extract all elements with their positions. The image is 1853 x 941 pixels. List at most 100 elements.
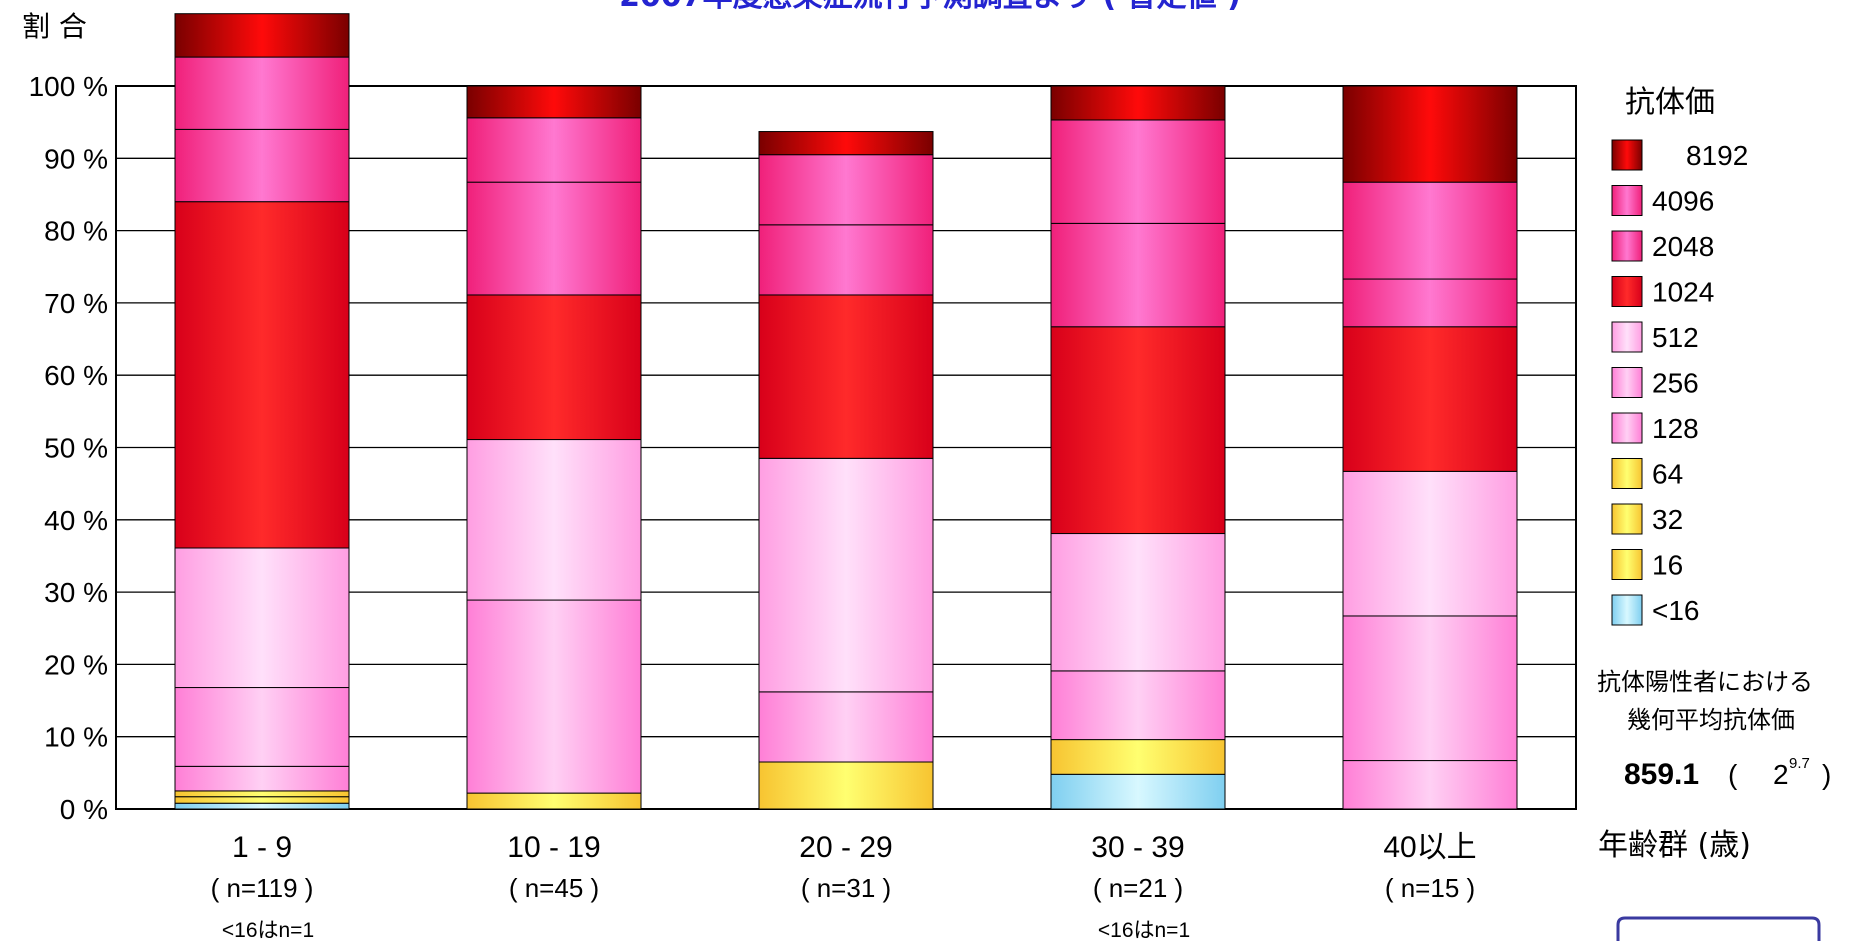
y-tick-label: 100 %	[29, 71, 108, 102]
bar-segment	[1050, 85, 1226, 121]
legend-swatch	[1611, 594, 1643, 626]
legend-swatch	[1611, 139, 1643, 171]
sample-size-label: ( n=119 )	[211, 873, 314, 903]
x-tick-label: 40以上	[1383, 831, 1476, 864]
bar-segment	[758, 294, 934, 459]
bar-segment	[174, 765, 350, 792]
x-tick-label: 1 - 9	[232, 831, 292, 864]
bar-segment	[758, 691, 934, 763]
bar-segment	[758, 761, 934, 810]
bar-segment	[1050, 119, 1226, 224]
bar-segment	[466, 117, 642, 183]
bar-segment	[174, 547, 350, 689]
legend-swatch	[1611, 276, 1643, 307]
corner-box	[1616, 916, 1821, 941]
bar-segment	[758, 154, 934, 226]
y-tick-labels: 0 % 10 % 20 % 30 % 40 % 50 % 60 % 70 % 80 % 90 % 1…	[29, 71, 108, 825]
legend-label: 32	[1652, 504, 1683, 535]
legend-label: 2048	[1652, 231, 1714, 262]
bar-segment	[1342, 85, 1518, 183]
sample-size-label: ( n=15 )	[1385, 873, 1475, 903]
legend-label: 256	[1652, 368, 1699, 399]
bar-segment	[466, 181, 642, 296]
legend-swatch	[1611, 321, 1643, 353]
legend-label: 1024	[1652, 277, 1714, 308]
y-axis-label: 割 合	[22, 10, 87, 43]
bar-segment	[1342, 181, 1518, 280]
bar-segment	[758, 224, 934, 296]
bar-segment	[174, 13, 350, 58]
bar-segment	[1342, 470, 1518, 617]
legend-label: 4096	[1652, 186, 1714, 217]
bar-segment	[1342, 760, 1518, 810]
bar-segment	[1050, 739, 1226, 775]
legend-label: 16	[1652, 550, 1683, 581]
y-tick-label: 90 %	[44, 143, 108, 174]
x-tick-label: 30 - 39	[1091, 831, 1184, 864]
x-tick-label: 20 - 29	[799, 831, 892, 864]
legend-swatch	[1611, 458, 1643, 489]
x-tick-labels: 1 - 9 ( n=119 ) <16はn=1 10 - 19 ( n=45 ) 20 -…	[211, 831, 1477, 941]
y-tick-label: 0 %	[60, 794, 108, 825]
y-tick-label: 80 %	[44, 216, 108, 247]
chart-title: 2007年度感染症流行予測調査より ( 暫定値 )	[619, 0, 1241, 14]
stat-exponent: 9.7	[1789, 755, 1810, 772]
legend-swatch	[1611, 412, 1643, 444]
bar-segment	[466, 439, 642, 601]
x-tick-label: 10 - 19	[507, 831, 600, 864]
bar-segment	[174, 56, 350, 130]
legend-label: <16	[1652, 595, 1700, 626]
stat-label-line1: 抗体陽性者における	[1597, 668, 1813, 696]
legend-swatch	[1611, 367, 1643, 398]
legend-swatch	[1611, 549, 1643, 580]
legend-title: 抗体価	[1625, 85, 1715, 120]
legend-label: 8192	[1686, 140, 1748, 171]
y-tick-label: 10 %	[44, 722, 108, 753]
stat-label-line2: 幾何平均抗体価	[1627, 706, 1795, 734]
stat-base: 2	[1773, 759, 1789, 790]
legend-swatch	[1611, 185, 1643, 216]
y-tick-label: 40 %	[44, 505, 108, 536]
bar-segment	[1050, 773, 1226, 810]
bar-segment	[174, 128, 350, 203]
bar-segment	[174, 687, 350, 767]
bar-segment	[466, 85, 642, 119]
x-axis-label: 年齢群 (歳)	[1598, 828, 1751, 863]
bar-segment	[466, 792, 642, 810]
legend-label: 64	[1652, 459, 1683, 490]
y-tick-label: 50 %	[44, 433, 108, 464]
y-tick-label: 70 %	[44, 288, 108, 319]
bar-segment	[174, 796, 350, 804]
bar-segment	[1342, 278, 1518, 328]
legend: 8192 4096 2048 1024 512 256 128 64 32 16 <16	[1611, 139, 1748, 626]
legend-label: 512	[1652, 322, 1699, 353]
stat-paren-open: (	[1728, 759, 1738, 790]
legend-swatch	[1611, 230, 1643, 262]
sample-size-label: ( n=21 )	[1093, 873, 1183, 903]
bar-segment	[174, 802, 350, 810]
bar-segment	[1050, 326, 1226, 535]
bar-segment	[174, 201, 350, 549]
bar-segment	[1342, 326, 1518, 472]
bar-segment	[758, 457, 934, 693]
note-label: <16はn=1	[1098, 919, 1190, 941]
y-tick-label: 20 %	[44, 649, 108, 680]
bar-segment	[1050, 222, 1226, 328]
sample-size-label: ( n=31 )	[801, 873, 891, 903]
legend-label: 128	[1652, 413, 1699, 444]
note-label: <16はn=1	[222, 919, 314, 941]
y-tick-label: 60 %	[44, 360, 108, 391]
bars	[174, 13, 1518, 810]
bar-segment	[758, 131, 934, 156]
y-tick-label: 30 %	[44, 577, 108, 608]
bar-segment	[466, 294, 642, 441]
bar-segment	[174, 790, 350, 798]
stat-value: 859.1	[1624, 758, 1699, 791]
bar-segment	[1050, 670, 1226, 741]
bar-segment	[1342, 615, 1518, 762]
bar-segment	[1050, 533, 1226, 672]
sample-size-label: ( n=45 )	[509, 873, 599, 903]
stat-paren-close: )	[1822, 759, 1831, 790]
legend-swatch	[1611, 503, 1643, 535]
